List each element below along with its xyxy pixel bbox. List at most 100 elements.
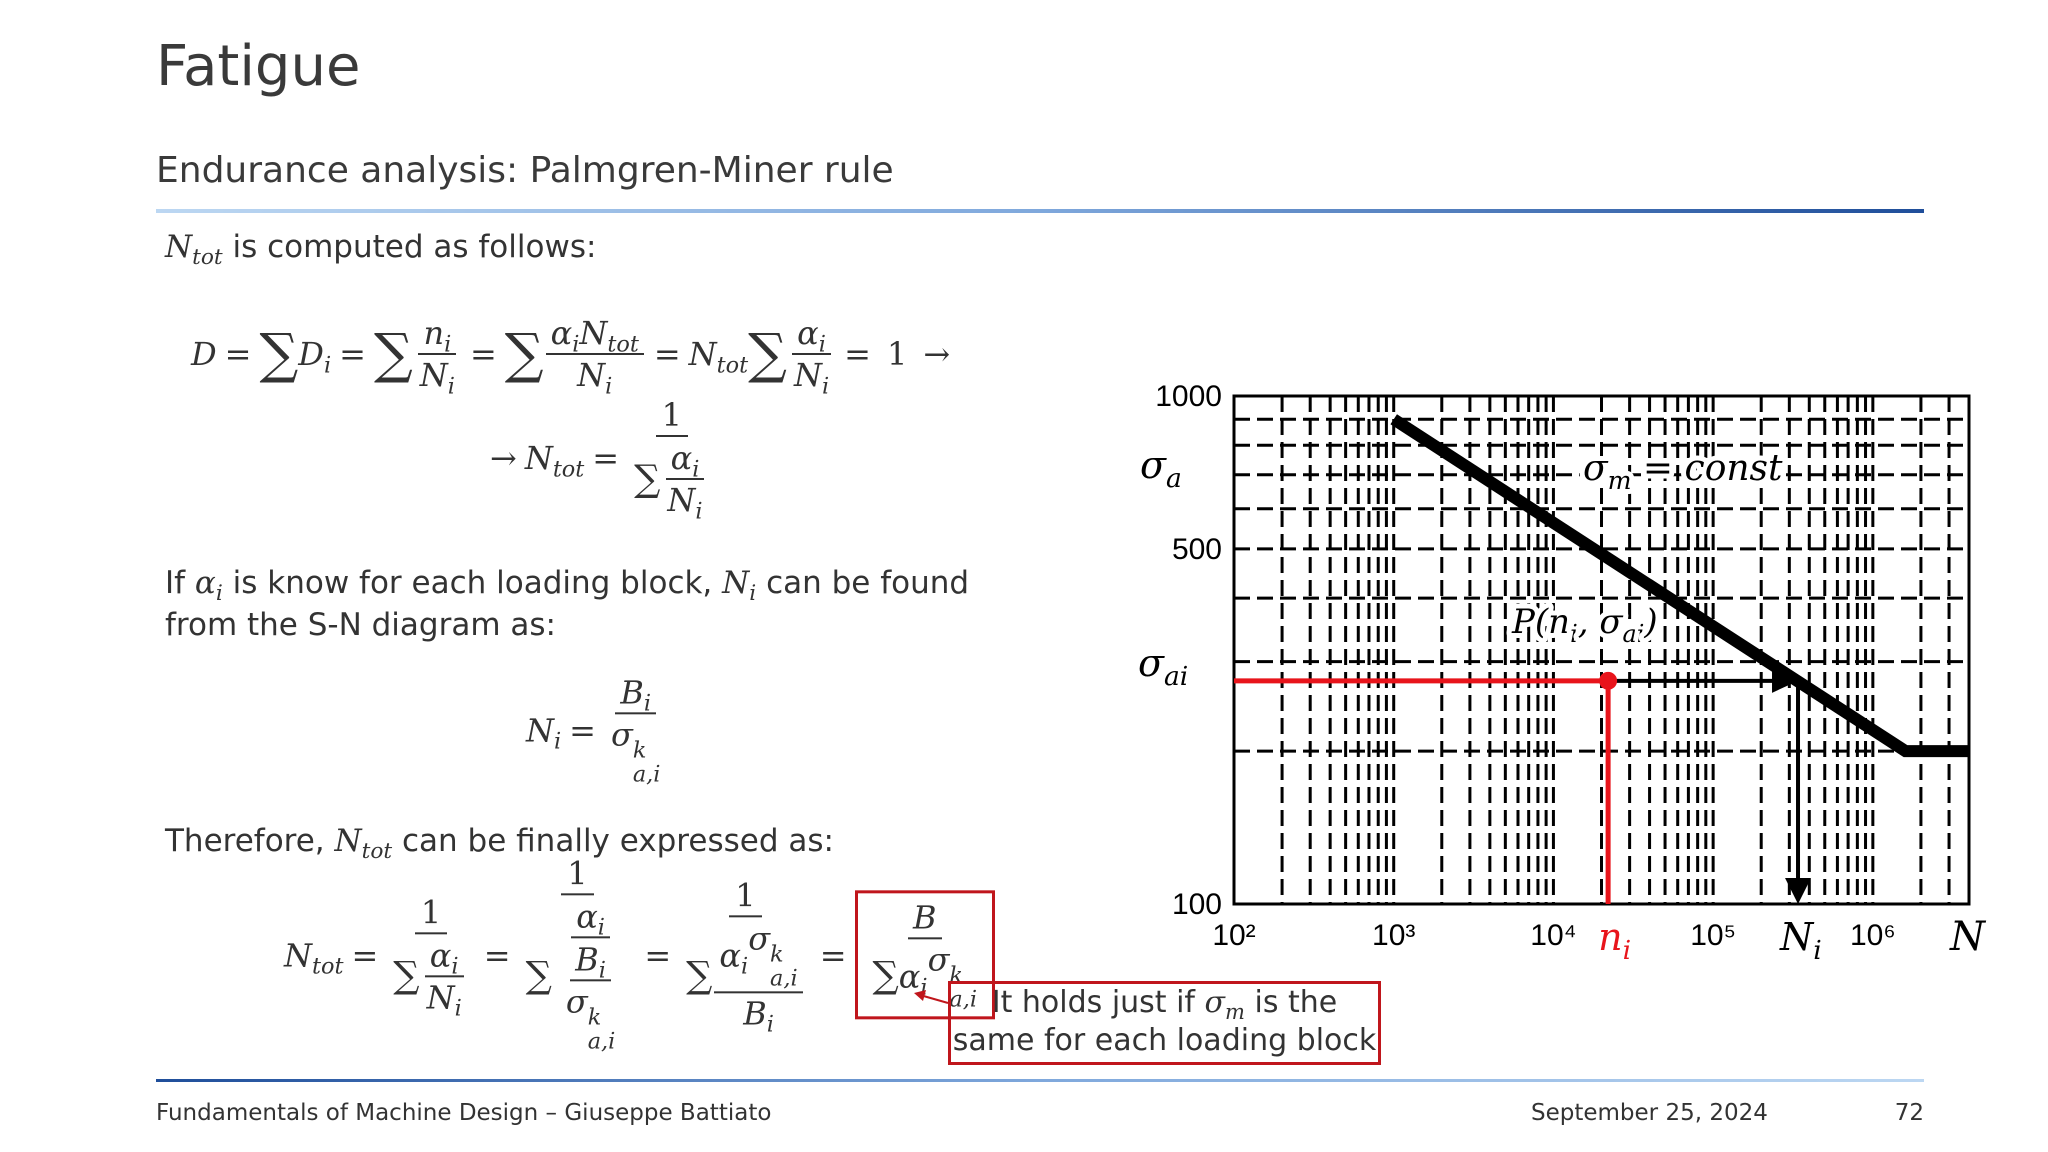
symbol: N: [577, 356, 606, 394]
math-text: =: [644, 936, 672, 974]
superscript: k: [632, 737, 647, 764]
label-part: i: [1570, 620, 1578, 648]
math-text: =: [483, 936, 511, 974]
math-var: σ k a,i: [748, 919, 797, 990]
numerator: αi Ntot: [545, 313, 644, 356]
math-var: αi: [797, 314, 826, 356]
symbol: B: [620, 673, 644, 712]
denominator: Bi σ k a,i: [554, 938, 627, 1055]
math-text: 1: [567, 854, 588, 893]
symbol: N: [426, 978, 455, 1016]
symbol: N: [334, 823, 362, 859]
symbol: B: [575, 940, 599, 979]
x-tick-label: 10³: [1372, 919, 1415, 952]
scripts: k a,i: [770, 943, 798, 991]
symbol: n: [423, 314, 445, 352]
subscript: tot: [361, 839, 393, 865]
subscript: i: [454, 995, 462, 1022]
label-part: N: [1949, 914, 1987, 960]
math-var: Ni: [420, 356, 455, 398]
math-var: Ntot: [525, 439, 584, 481]
math-var: αi: [671, 439, 700, 481]
symbol: σ: [927, 940, 950, 979]
fraction: 1 ∑ αi Ni: [388, 892, 473, 1020]
math-var: Bi: [620, 673, 651, 715]
symbol: σ: [748, 919, 771, 958]
math-var: Ntot: [165, 229, 223, 269]
numerator: ni: [418, 313, 457, 356]
label-part: (: [1535, 602, 1549, 642]
label-part: P: [1511, 602, 1536, 642]
subscript: i: [215, 581, 223, 607]
label-part: σ: [1583, 448, 1609, 489]
subscript: i: [605, 373, 613, 400]
subscript: i: [598, 957, 606, 984]
label-part: N: [1779, 915, 1815, 959]
symbol: N: [284, 936, 312, 974]
label-part: n: [1548, 602, 1570, 642]
numerator: B: [908, 897, 942, 940]
sum-sign: ∑: [525, 953, 552, 997]
math-var: ni: [423, 314, 451, 356]
math-var: αi: [551, 314, 580, 356]
symbol: N: [667, 481, 696, 519]
formula: D = ∑ Di = ∑ ni Ni = ∑ αi Ntot Ni = Ntot ∑ αi Ni = 1 →: [191, 313, 958, 398]
denominator: Ni: [662, 480, 707, 523]
subscript: tot: [552, 456, 585, 483]
subscript: i: [766, 1012, 774, 1039]
subscript: i: [323, 352, 332, 379]
math-var: Ntot: [334, 823, 393, 863]
symbol: N: [688, 335, 717, 373]
formula: Ntot = 1 ∑ αi Ni = 1 ∑ αi Bi σ k a,i = 1 ∑ αi σ k a,i Bi = B ∑ αi…: [284, 853, 996, 1056]
slide-subtitle: Endurance analysis: Palmgren-Miner rule: [156, 150, 894, 191]
math-text: →: [923, 335, 951, 373]
numerator: αi: [792, 313, 831, 356]
denominator: ∑ αi Ni: [629, 437, 714, 523]
y-tick-label: 1000: [1155, 380, 1222, 413]
symbol: B: [743, 994, 767, 1033]
y-tick-label: 100: [1172, 888, 1222, 921]
chart-label: ni: [1598, 915, 1631, 966]
plot-frame: [1232, 394, 1971, 906]
fraction: αi Ni: [422, 935, 467, 1020]
denominator: ∑ αi σ k a,i: [868, 939, 983, 1012]
x-tick-label: 10²: [1212, 919, 1255, 952]
label-part: ai: [1623, 620, 1645, 648]
callout-pointer: [919, 994, 949, 1004]
fraction: αi Bi σ k a,i: [554, 896, 627, 1055]
numerator: 1: [561, 853, 594, 896]
math-text: =: [592, 439, 620, 477]
sum-sign: ∑: [634, 456, 661, 500]
subscript: a,i: [949, 986, 978, 1013]
denominator: Ni: [415, 355, 460, 398]
subscript: i: [444, 331, 452, 358]
fraction: αi Ni: [662, 438, 707, 523]
math-var: σ k a,i: [928, 940, 977, 1011]
paragraph: Ntot is computed as follows:: [165, 226, 596, 269]
math-var: Ni: [577, 356, 612, 398]
callout-arrowhead: [914, 990, 926, 1001]
scripts: k a,i: [588, 1006, 616, 1054]
chart-label: σa: [1140, 443, 1182, 494]
symbol: D: [298, 335, 324, 373]
math-var: αi: [719, 936, 748, 978]
math-var: Bi: [743, 994, 774, 1037]
math-text: 1: [735, 876, 756, 915]
denominator: σ k a,i: [606, 714, 665, 787]
math-var: Ni: [794, 356, 829, 398]
highlight-box: B ∑ αi σ k a,i: [854, 890, 996, 1020]
math-var: B: [913, 898, 937, 936]
subscript: i: [749, 581, 757, 607]
y-tick-label: 500: [1172, 533, 1222, 566]
sum-sign: ∑: [373, 321, 413, 385]
math-var: αi: [576, 897, 605, 939]
header-rule: [156, 209, 1924, 213]
math-var: σ k a,i: [611, 715, 660, 786]
sum-sign: ∑: [872, 953, 899, 997]
math-text: =: [224, 335, 252, 373]
chart-label: Ni: [1779, 915, 1822, 966]
denominator: ∑ αi σ k a,i Bi: [681, 917, 810, 1037]
sum-sign: ∑: [393, 953, 420, 997]
symbol: B: [913, 898, 937, 937]
